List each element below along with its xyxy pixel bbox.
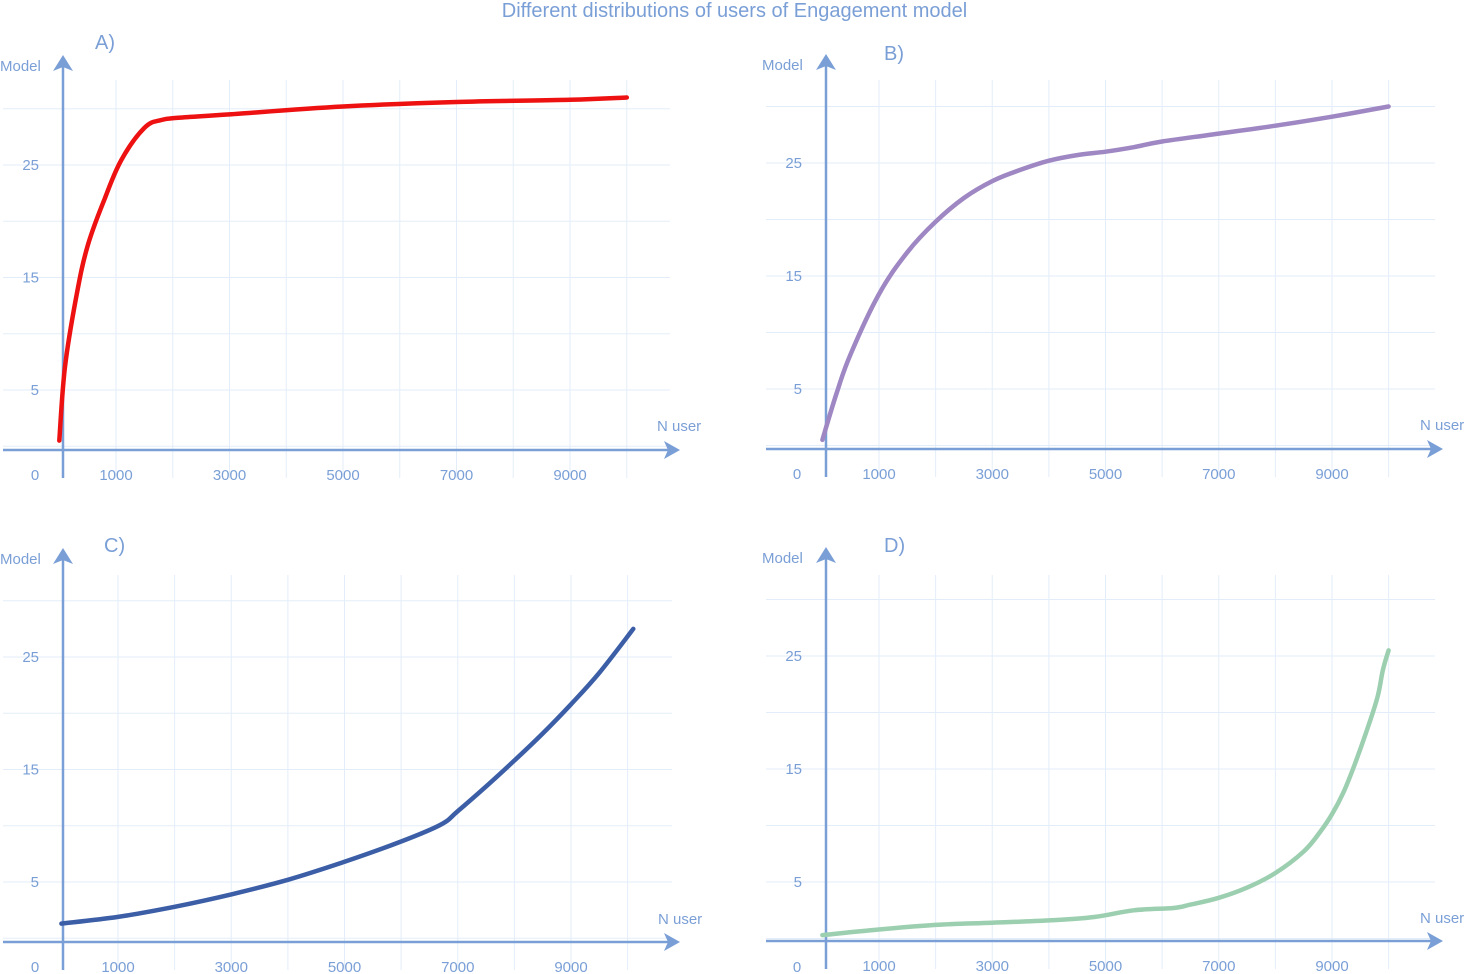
x-tick-label: 3000 <box>976 958 1009 974</box>
y-tick-label: 25 <box>785 155 802 172</box>
x-tick-label: 9000 <box>1315 958 1348 974</box>
y-tick-label: 15 <box>22 270 39 287</box>
chart-panel-2: 1000 3000 5000 7000 9000 5 15 25 0 Model N user B) <box>762 43 1464 483</box>
x-tick-label: 7000 <box>440 467 473 484</box>
x-tick-label: 5000 <box>1089 466 1122 483</box>
y-axis-arrow-icon <box>816 547 836 563</box>
chart-panel-3: 1000 3000 5000 7000 9000 5 15 25 0 Model N user C) <box>0 535 702 974</box>
x-axis-label: N user <box>658 911 702 928</box>
y-axis-label: Model <box>762 550 803 567</box>
x-tick-label: 1000 <box>101 959 134 974</box>
y-axis-arrow-icon <box>53 548 73 564</box>
y-tick-label: 15 <box>22 762 39 779</box>
x-tick-label: 7000 <box>1202 466 1235 483</box>
x-tick-label: 9000 <box>554 959 587 974</box>
chart-panel-1: 1000 3000 5000 7000 9000 5 15 25 0 Model N user A) <box>0 32 701 484</box>
y-tick-label: 5 <box>794 381 802 398</box>
origin-label: 0 <box>31 959 39 974</box>
x-tick-label: 3000 <box>213 467 246 484</box>
series-line <box>57 95 630 443</box>
y-tick-label: 15 <box>785 268 802 285</box>
series-line <box>820 648 1391 938</box>
x-tick-label: 7000 <box>441 959 474 974</box>
y-tick-label: 5 <box>31 874 39 891</box>
y-axis-arrow-icon <box>53 55 73 71</box>
x-axis-label: N user <box>657 418 701 435</box>
y-tick-label: 5 <box>794 874 802 891</box>
x-tick-label: 1000 <box>99 467 132 484</box>
x-tick-label: 9000 <box>1315 466 1348 483</box>
x-tick-label: 3000 <box>215 959 248 974</box>
panel-label: A) <box>95 32 115 54</box>
panel-label: D) <box>884 535 905 557</box>
x-axis-arrow-icon <box>664 933 680 951</box>
x-tick-label: 7000 <box>1202 958 1235 974</box>
chart-title: Different distributions of users of Enga… <box>501 0 968 22</box>
panel-label: C) <box>104 535 125 557</box>
x-axis-label: N user <box>1420 417 1464 434</box>
x-tick-label: 5000 <box>328 959 361 974</box>
series-line <box>59 626 636 926</box>
x-axis-arrow-icon <box>1427 440 1443 458</box>
x-axis-arrow-icon <box>1427 932 1443 950</box>
y-tick-label: 25 <box>22 157 39 174</box>
x-tick-label: 3000 <box>976 466 1009 483</box>
series-line <box>820 104 1391 443</box>
x-tick-label: 5000 <box>1089 958 1122 974</box>
origin-label: 0 <box>793 959 801 974</box>
x-tick-label: 5000 <box>326 467 359 484</box>
y-axis-label: Model <box>0 58 41 75</box>
panel-label: B) <box>884 43 904 65</box>
origin-label: 0 <box>793 466 801 483</box>
y-axis-label: Model <box>0 551 41 568</box>
y-tick-label: 25 <box>785 648 802 665</box>
chart-panel-4: 1000 3000 5000 7000 9000 5 15 25 0 Model N user D) <box>762 535 1464 974</box>
y-tick-label: 25 <box>22 649 39 666</box>
y-tick-label: 5 <box>31 382 39 399</box>
x-tick-label: 9000 <box>553 467 586 484</box>
x-axis-label: N user <box>1420 910 1464 927</box>
y-axis-label: Model <box>762 57 803 74</box>
x-axis-arrow-icon <box>664 441 680 459</box>
y-axis-arrow-icon <box>816 54 836 70</box>
y-tick-label: 15 <box>785 761 802 778</box>
x-tick-label: 1000 <box>862 958 895 974</box>
origin-label: 0 <box>31 467 39 484</box>
x-tick-label: 1000 <box>862 466 895 483</box>
